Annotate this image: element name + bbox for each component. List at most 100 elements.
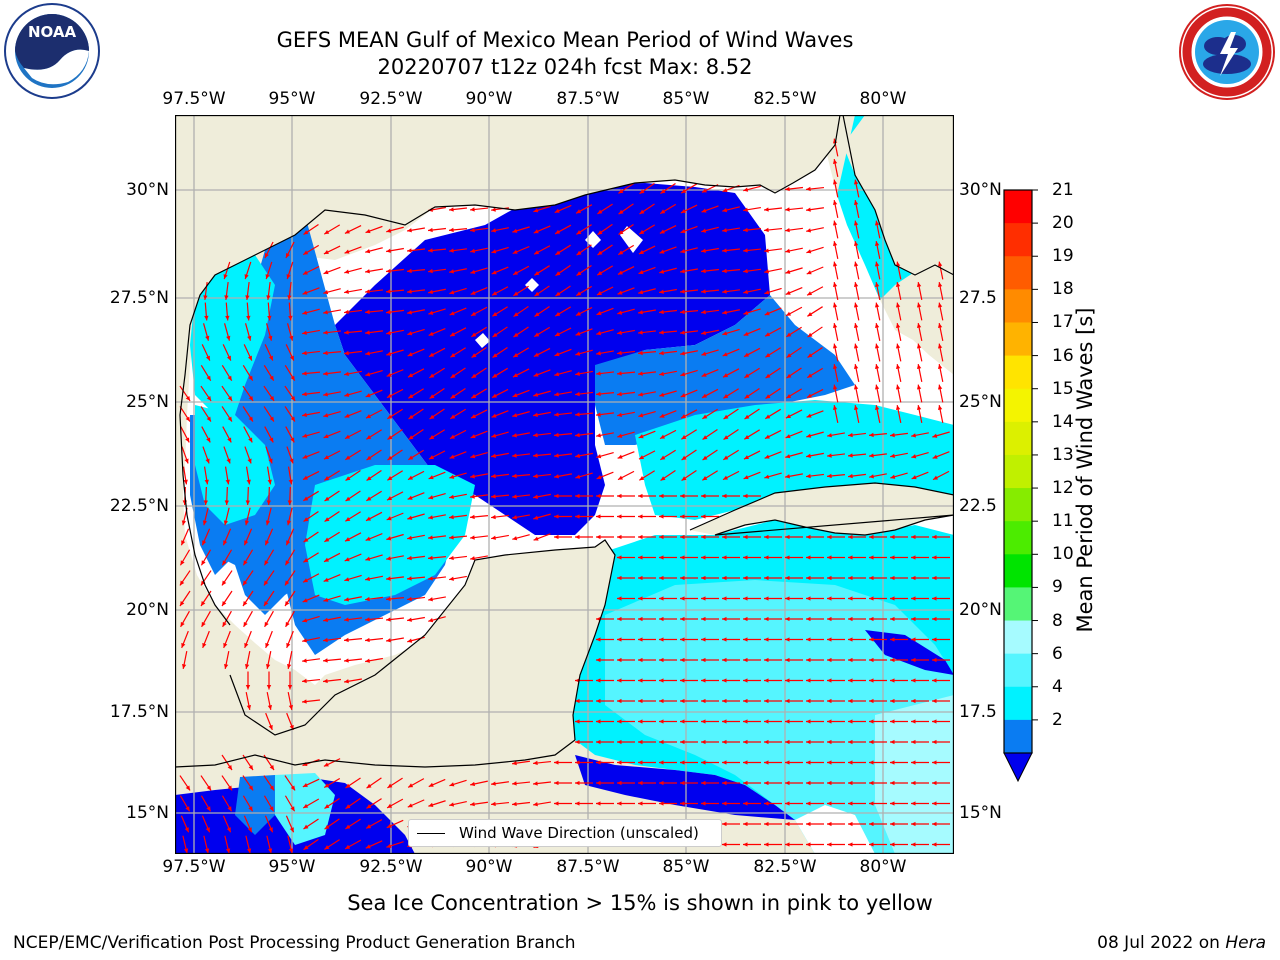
wave-arrow xyxy=(323,391,341,397)
wave-arrow xyxy=(179,549,191,566)
wave-arrow xyxy=(470,801,488,807)
wave-arrow xyxy=(596,698,614,704)
wave-arrow xyxy=(827,842,845,847)
wave-arrow xyxy=(764,678,782,683)
wave-arrow xyxy=(785,596,803,601)
wave-arrow xyxy=(266,486,271,506)
wave-arrow xyxy=(937,384,944,403)
wave-arrow xyxy=(302,431,320,438)
wave-arrow xyxy=(343,309,363,315)
wave-arrow xyxy=(785,575,803,581)
wave-arrow xyxy=(512,411,530,418)
wave-arrow xyxy=(427,576,447,581)
wave-arrow xyxy=(659,429,677,440)
wave-arrow xyxy=(764,801,782,806)
wave-arrow xyxy=(553,412,573,417)
wave-arrow xyxy=(764,780,782,786)
wave-arrow xyxy=(890,657,908,663)
wave-arrow xyxy=(450,347,466,358)
wave-arrow xyxy=(832,405,839,423)
wave-arrow xyxy=(679,309,699,315)
wave-arrow xyxy=(244,651,251,669)
wave-arrow xyxy=(786,346,802,359)
wave-arrow xyxy=(890,821,908,827)
wave-arrow xyxy=(874,384,881,403)
wave-arrow xyxy=(201,426,211,443)
wave-arrow xyxy=(364,596,384,602)
wave-arrow xyxy=(659,288,677,294)
wave-arrow xyxy=(680,534,698,540)
colorbar xyxy=(1003,189,1038,783)
wave-arrow xyxy=(680,698,698,704)
wave-arrow xyxy=(638,780,656,786)
wave-arrow xyxy=(832,343,839,362)
wave-arrow xyxy=(470,306,488,317)
wave-arrow xyxy=(242,549,254,566)
colorbar-tick-label: 6 xyxy=(1052,643,1063,664)
wave-arrow xyxy=(284,590,296,607)
wave-arrow xyxy=(806,616,824,622)
wave-arrow xyxy=(638,596,656,601)
wave-arrow xyxy=(639,203,655,215)
wave-arrow xyxy=(408,428,424,441)
wave-arrow xyxy=(743,288,761,295)
wave-arrow xyxy=(806,780,824,786)
colorbar-tick-label: 14 xyxy=(1052,411,1074,432)
wave-arrow xyxy=(284,795,296,812)
wave-arrow xyxy=(344,429,362,440)
wave-arrow xyxy=(827,760,845,765)
wave-arrow xyxy=(911,780,929,786)
wave-arrow xyxy=(853,179,860,198)
wave-arrow xyxy=(832,384,839,403)
wave-arrow xyxy=(200,570,212,586)
wave-arrow xyxy=(246,302,251,321)
wave-arrow xyxy=(469,227,489,233)
wave-arrow xyxy=(224,466,230,485)
wave-arrow xyxy=(408,449,424,461)
wave-arrow xyxy=(617,244,635,256)
wave-arrow xyxy=(853,220,860,239)
wave-arrow xyxy=(323,616,341,623)
wave-arrow xyxy=(596,739,614,745)
wave-arrow xyxy=(806,637,824,642)
wave-arrow xyxy=(385,289,405,294)
lon-label: 90°W xyxy=(465,89,513,109)
wave-arrow xyxy=(324,818,340,830)
lon-label: 97.5°W xyxy=(162,89,226,109)
lat-label: 30°N xyxy=(959,180,1002,200)
wave-arrow xyxy=(723,388,739,399)
wave-arrow xyxy=(265,446,273,464)
wave-arrow xyxy=(785,739,803,745)
wave-arrow xyxy=(638,555,656,560)
wave-arrow xyxy=(722,575,740,581)
wave-arrow xyxy=(266,466,272,485)
colorbar-segment xyxy=(1004,256,1032,290)
wave-arrow xyxy=(806,246,824,254)
wave-arrow xyxy=(848,801,866,806)
wave-arrow xyxy=(848,596,866,601)
wave-arrow xyxy=(722,821,740,827)
wave-arrow xyxy=(322,330,342,335)
wave-arrow xyxy=(744,429,760,440)
wave-arrow xyxy=(764,268,782,274)
wave-arrow xyxy=(916,343,923,362)
wave-arrow xyxy=(596,801,614,806)
wave-arrow xyxy=(680,204,698,214)
wave-arrow xyxy=(638,493,656,499)
wave-arrow xyxy=(533,369,551,377)
wave-arrow xyxy=(853,282,860,300)
wave-arrow xyxy=(512,534,530,541)
wave-arrow xyxy=(785,801,803,806)
wave-arrow xyxy=(701,369,719,377)
wave-arrow xyxy=(702,449,718,461)
wave-arrow xyxy=(701,247,719,253)
wave-arrow xyxy=(722,534,740,540)
wave-arrow xyxy=(701,596,719,601)
wave-arrow xyxy=(743,760,761,765)
wave-arrow xyxy=(911,596,929,601)
wave-arrow xyxy=(701,555,719,560)
wave-arrow xyxy=(366,469,382,482)
wave-arrow xyxy=(764,596,782,601)
wave-arrow xyxy=(659,203,677,215)
wave-arrow xyxy=(302,411,320,417)
